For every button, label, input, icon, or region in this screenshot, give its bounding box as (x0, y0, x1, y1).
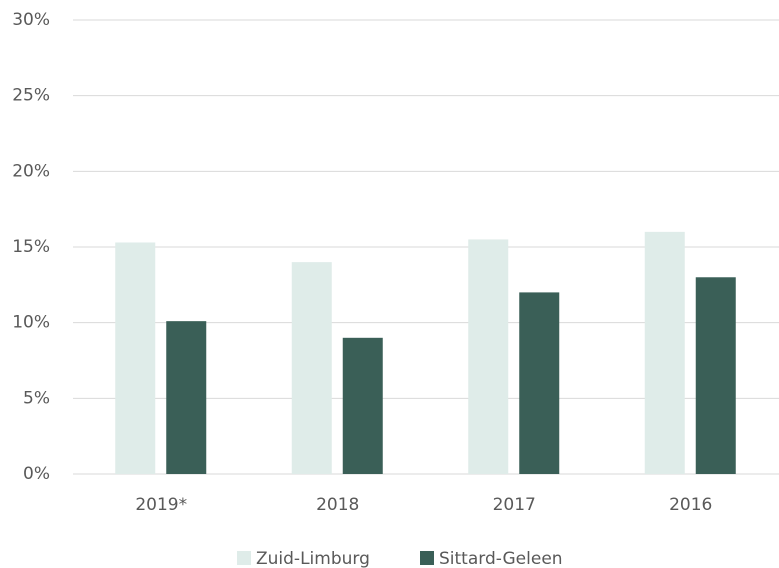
bar (115, 242, 156, 474)
y-tick-label: 20% (12, 161, 50, 181)
bar (291, 262, 332, 474)
bar (695, 277, 736, 474)
x-tick-label: 2017 (493, 495, 536, 515)
y-tick-label: 10% (12, 313, 50, 333)
y-tick-label: 15% (12, 237, 50, 257)
x-tick-label: 2019* (135, 495, 187, 515)
legend-label: Sittard-Geleen (439, 549, 563, 568)
x-tick-label: 2016 (669, 495, 712, 515)
bar (644, 231, 685, 474)
legend-swatch (237, 551, 251, 565)
legend-swatch (420, 551, 434, 565)
legend-label: Zuid-Limburg (256, 549, 370, 568)
y-tick-label: 5% (23, 388, 50, 408)
y-tick-label: 0% (23, 464, 50, 484)
bar (166, 321, 207, 474)
bar (468, 239, 509, 474)
y-tick-label: 30% (12, 10, 50, 30)
x-tick-label: 2018 (316, 495, 359, 515)
bar (342, 337, 383, 474)
y-tick-label: 25% (12, 86, 50, 106)
bar (519, 292, 560, 474)
